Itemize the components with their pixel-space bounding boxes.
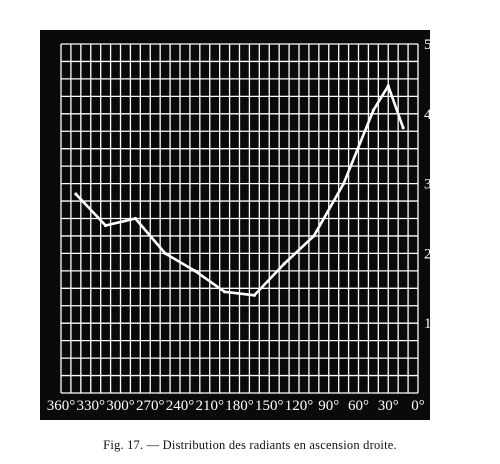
data-point — [193, 269, 197, 273]
x-tick-label: 300° — [106, 398, 135, 414]
data-point — [312, 234, 316, 238]
x-tick-label: 210° — [196, 398, 225, 414]
x-tick-label: 60° — [348, 398, 369, 414]
data-point — [133, 216, 137, 221]
x-tick-label: 0° — [411, 398, 425, 414]
x-tick-label: 180° — [225, 398, 254, 414]
data-point — [371, 108, 375, 112]
data-point — [342, 182, 346, 186]
data-point — [401, 126, 405, 130]
x-tick-label: 240° — [166, 398, 195, 414]
x-tick-label: 90° — [318, 398, 339, 414]
data-point — [74, 192, 78, 196]
chart-series-layer — [74, 84, 405, 297]
chart-grid — [60, 43, 419, 394]
data-point — [223, 290, 227, 294]
x-tick-label: 120° — [285, 398, 314, 414]
data-point — [163, 251, 167, 255]
data-point — [104, 223, 108, 228]
y-tick-label: 500 — [424, 37, 447, 53]
data-point — [386, 84, 390, 88]
x-tick-labels: 360° 330° 300° 270° 240° 210° 180° 150° 120° 90° 6… — [47, 398, 425, 414]
x-tick-label: 360° — [47, 398, 76, 414]
x-tick-label: 330° — [77, 398, 106, 414]
y-tick-label: 200 — [424, 246, 447, 262]
y-tick-label: 400 — [424, 107, 447, 123]
x-tick-label: 270° — [136, 398, 165, 414]
data-point — [252, 293, 256, 297]
x-tick-label: 30° — [378, 398, 399, 414]
data-point — [282, 262, 286, 266]
chart-frame — [40, 30, 430, 420]
x-tick-label: 150° — [255, 398, 284, 414]
y-tick-label: 100 — [424, 316, 447, 332]
y-tick-labels: 100 200 300 400 500 — [424, 37, 447, 332]
y-tick-label: 300 — [424, 177, 447, 193]
figure-caption: Fig. 17. — Distribution des radiants en … — [103, 438, 397, 452]
